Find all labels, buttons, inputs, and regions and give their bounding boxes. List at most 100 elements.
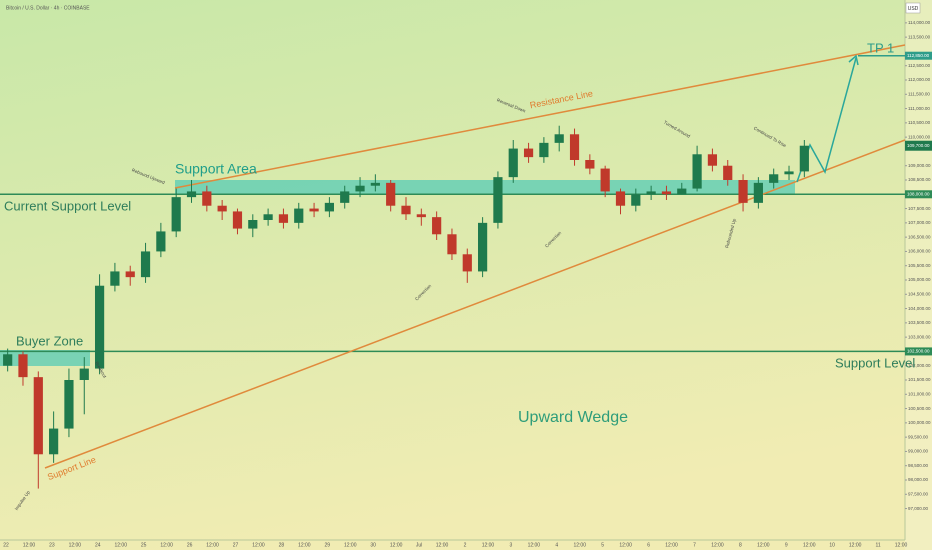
x-tick-label: 12:00: [436, 542, 449, 548]
candle-body: [18, 354, 28, 378]
candle-body: [753, 182, 763, 203]
y-tick-label: 110,500.00: [908, 120, 931, 125]
arrow-head: [848, 54, 859, 66]
y-tick-label: 101,000.00: [908, 391, 931, 396]
candle-body: [646, 191, 656, 195]
candle-body: [64, 380, 74, 429]
candle-body: [355, 185, 365, 192]
x-tick-label: 6: [647, 542, 650, 548]
candle-body: [217, 205, 227, 212]
x-tick-label: 9: [785, 542, 788, 548]
x-tick-label: 12:00: [114, 542, 127, 548]
y-tick-label: 104,000.00: [908, 306, 931, 311]
candle-body: [171, 197, 181, 232]
candle-body: [416, 214, 426, 218]
candle-body: [3, 354, 13, 366]
resistance-line: [174, 44, 906, 189]
price-axis: [905, 0, 932, 550]
candle-body: [263, 214, 273, 220]
y-tick-label: 107,000.00: [908, 220, 931, 225]
candle-body: [738, 180, 748, 203]
candle-body: [340, 191, 350, 203]
x-tick-label: 7: [693, 542, 696, 548]
currency: USD: [908, 6, 919, 12]
candle-body: [677, 188, 687, 195]
candle-body: [769, 174, 779, 183]
x-tick-label: 26: [187, 542, 193, 548]
x-tick-label: 12:00: [665, 542, 678, 548]
level-label: 102,500.00: [907, 349, 930, 354]
y-tick-label: 100,500.00: [908, 406, 931, 411]
y-tick-label: 105,000.00: [908, 277, 931, 282]
candle-body: [432, 217, 442, 235]
level-label: 112,850.00: [907, 53, 930, 58]
candle-body: [554, 134, 564, 143]
x-tick-label: 12:00: [528, 542, 541, 548]
level-label: 108,000.00: [907, 191, 930, 196]
x-tick-label: 30: [370, 542, 376, 548]
x-tick-label: 4: [555, 542, 558, 548]
y-tick-label: 98,000.00: [908, 477, 929, 482]
y-tick-label: 106,500.00: [908, 234, 931, 239]
y-tick-label: 97,500.00: [908, 491, 929, 496]
x-tick-label: 22: [3, 542, 9, 548]
annotation: TP 1: [867, 40, 894, 55]
level-tag: [905, 190, 932, 199]
candle-body: [125, 271, 135, 278]
x-tick-label: 5: [601, 542, 604, 548]
y-tick-label: 111,000.00: [908, 106, 930, 111]
labels: 97,000.00 97,500.00 98,000.00 98,500.00 99,0…: [3, 20, 932, 548]
candle-body: [401, 205, 411, 215]
candle-body: [79, 368, 89, 380]
candle-body: [585, 160, 595, 169]
candle-body: [94, 285, 105, 369]
y-tick-label: 103,500.00: [908, 320, 931, 325]
x-tick-label: 12:00: [390, 542, 403, 548]
x-tick-label: 28: [279, 542, 285, 548]
candle-body: [186, 191, 197, 198]
x-tick-label: 27: [233, 542, 239, 548]
candle-body: [324, 202, 334, 212]
x-tick-label: 23: [49, 542, 55, 548]
y-tick-label: 113,500.00: [908, 34, 931, 39]
candle-body: [370, 182, 380, 186]
candle-body: [493, 177, 503, 223]
y-tick-label: 106,000.00: [908, 249, 931, 254]
x-tick-label: 10: [829, 542, 835, 548]
candle-body: [140, 251, 151, 278]
last-price-tag: [905, 140, 932, 151]
level-tag: [905, 347, 932, 356]
x-tick-label: 12:00: [619, 542, 632, 548]
candle-body: [478, 222, 488, 272]
candle-body: [508, 148, 518, 178]
y-tick-label: 97,000.00: [908, 506, 929, 511]
x-tick-label: 12:00: [69, 542, 82, 548]
y-tick-label: 110,000.00: [908, 134, 931, 139]
candle-body: [784, 171, 794, 175]
x-tick-label: 3: [510, 542, 513, 548]
y-tick-label: 109,000.00: [908, 163, 931, 168]
candles: [3, 125, 809, 489]
candle-body: [799, 145, 809, 172]
x-tick-label: 12:00: [895, 542, 908, 548]
annotation: Support Level: [835, 355, 915, 370]
annotation: Upward Wedge: [518, 409, 628, 426]
x-tick-label: 12:00: [711, 542, 724, 548]
x-tick-label: 8: [739, 542, 742, 548]
candle-body: [661, 191, 672, 195]
chart-title: Bitcoin / U.S. Dollar · 4h · COINBASE: [6, 5, 90, 11]
y-tick-label: 102,000.00: [908, 363, 931, 368]
y-tick-label: 112,000.00: [908, 77, 931, 82]
x-tick-label: 12:00: [803, 542, 816, 548]
level-tag: [905, 51, 932, 60]
candle-body: [692, 154, 702, 189]
x-tick-label: 12:00: [757, 542, 770, 548]
candle-body: [33, 377, 43, 455]
y-tick-label: 111,500.00: [908, 91, 930, 96]
candle-body: [569, 134, 580, 160]
x-tick-label: 12:00: [573, 542, 586, 548]
y-tick-label: 107,500.00: [908, 206, 931, 211]
x-tick-label: Jul: [416, 542, 422, 548]
candle-body: [294, 208, 304, 223]
